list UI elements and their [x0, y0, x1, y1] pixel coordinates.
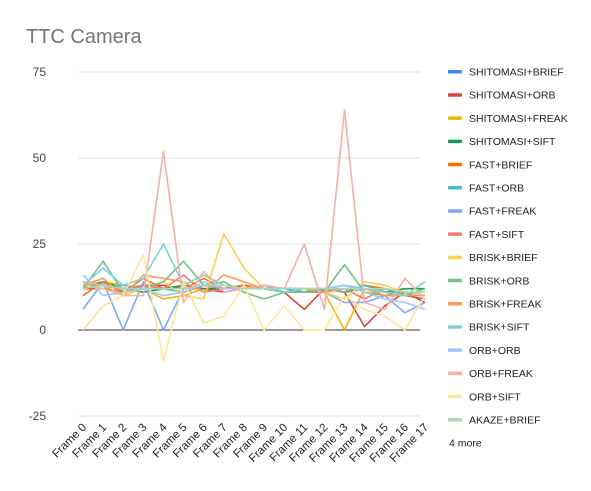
legend-label: BRISK+BRIEF	[469, 252, 538, 264]
legend-swatch	[448, 116, 462, 120]
legend-more-link[interactable]: 4 more	[449, 438, 482, 450]
legend-swatch	[448, 348, 462, 352]
chart-title: TTC Camera	[26, 26, 142, 48]
legend-label: SHITOMASI+ORB	[469, 90, 555, 102]
legend-label: SHITOMASI+FREAK	[469, 113, 568, 125]
y-tick-label: -25	[29, 409, 47, 423]
legend-swatch	[448, 255, 462, 260]
legend-swatch	[448, 278, 462, 283]
legend-label: ORB+SIFT	[469, 391, 521, 403]
legend-label: BRISK+SIFT	[469, 322, 530, 334]
legend-swatch	[448, 302, 462, 306]
y-tick-label: 75	[33, 65, 47, 79]
legend-label: FAST+BRIEF	[469, 159, 532, 171]
legend-swatch	[448, 70, 462, 74]
legend-swatch	[448, 93, 462, 97]
legend-label: BRISK+ORB	[469, 275, 529, 287]
series-line-orb-sift	[82, 253, 426, 362]
legend-swatch	[448, 371, 462, 376]
legend-label: BRISK+FREAK	[469, 299, 542, 311]
series-line-akaze-brief	[82, 284, 425, 294]
series-line-brisk-orb	[82, 260, 426, 300]
legend-label: FAST+ORB	[469, 183, 524, 195]
legend-label: ORB+ORB	[469, 345, 521, 357]
gridlines	[78, 71, 420, 417]
legend-label: SHITOMASI+SIFT	[469, 136, 556, 148]
y-axis: 75 50 25 0 -25	[29, 65, 47, 423]
legend-label: FAST+FREAK	[469, 206, 536, 218]
series-line-orb-freak	[82, 109, 426, 311]
legend-swatch	[448, 139, 462, 144]
legend-swatch	[448, 325, 462, 329]
legend-label: FAST+SIFT	[469, 229, 525, 241]
series-lines	[82, 109, 426, 362]
legend-swatch	[448, 418, 462, 422]
legend-label: AKAZE+BRIEF	[469, 415, 540, 427]
legend: SHITOMASI+BRIEF SHITOMASI+ORB SHITOMASI+FR…	[448, 67, 568, 450]
y-tick-label: 0	[39, 323, 46, 337]
legend-swatch	[448, 209, 462, 213]
legend-swatch	[448, 186, 462, 190]
legend-swatch	[448, 394, 462, 399]
legend-label: SHITOMASI+BRIEF	[469, 67, 564, 79]
legend-label: ORB+FREAK	[469, 368, 533, 380]
y-tick-label: 50	[33, 151, 47, 165]
legend-swatch	[448, 162, 462, 167]
y-tick-label: 25	[33, 237, 47, 251]
legend-swatch	[448, 232, 462, 236]
